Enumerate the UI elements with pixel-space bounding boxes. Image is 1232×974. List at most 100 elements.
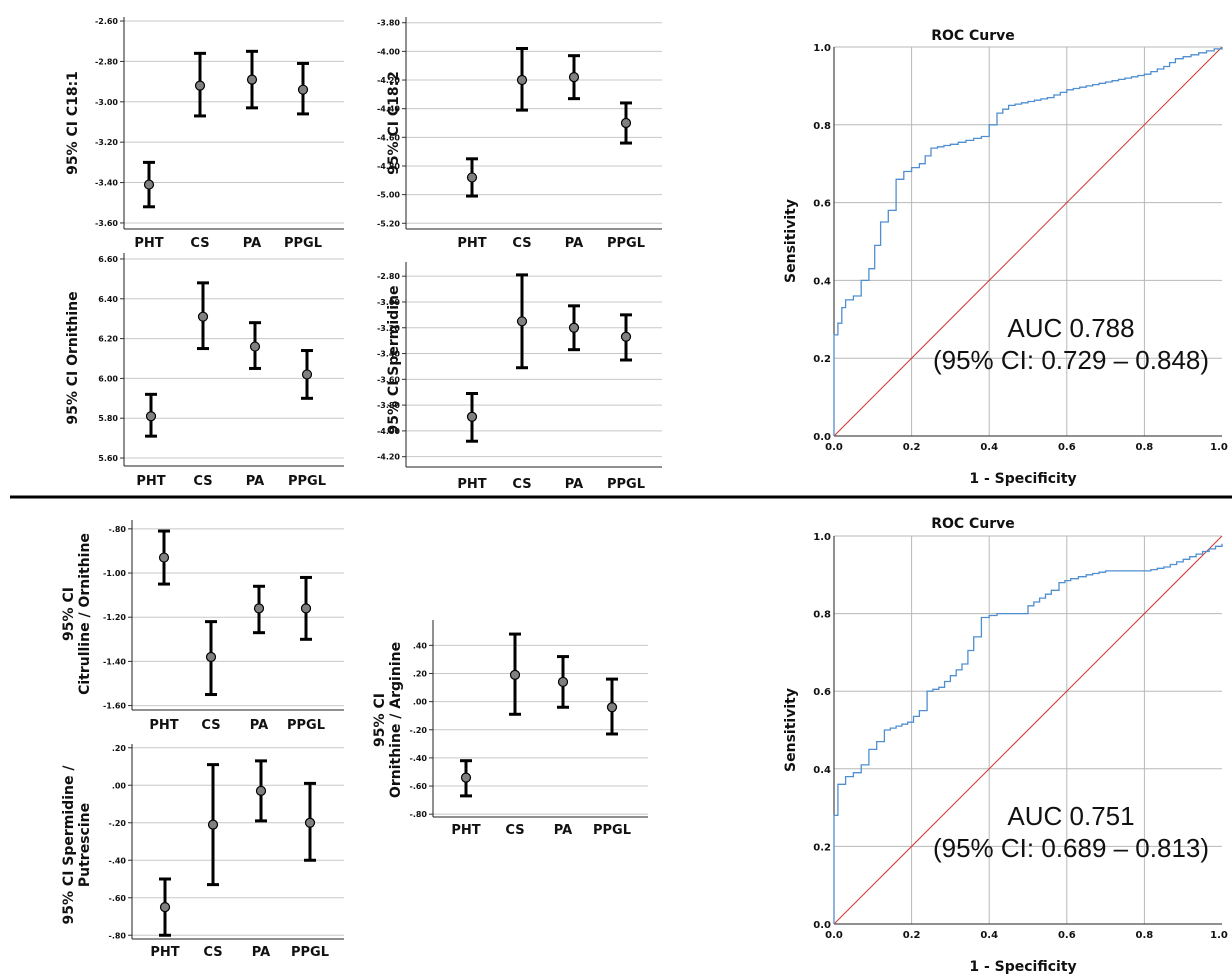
category-label: PHT — [134, 236, 163, 251]
category-label: PHT — [150, 945, 179, 960]
y-tick-label: -2.80 — [377, 272, 400, 281]
category-label: PPGL — [287, 718, 325, 733]
roc-title: ROC Curve — [931, 516, 1015, 532]
roc-y-tick-label: 0.0 — [813, 432, 831, 443]
reference-line — [833, 535, 1223, 925]
mean-point-ppgl — [620, 117, 632, 129]
category-label: PPGL — [607, 236, 645, 251]
mean-point-ppgl — [297, 84, 309, 95]
y-axis-label: 95% CI Spermidine — [386, 286, 402, 435]
y-tick-label: -3.20 — [377, 324, 400, 333]
category-label: CS — [505, 823, 524, 838]
roc-x-axis-label: 1 - Specificity — [969, 959, 1076, 974]
y-tick-label: .40 — [413, 641, 428, 650]
category-label: PHT — [149, 718, 178, 733]
y-tick-label: -4.00 — [377, 47, 400, 56]
errorbar-panel-3: 6.60 6.40 6.20 6.00 5.80 5.60 95% CI Ornithine… — [65, 253, 344, 489]
y-tick-label: -3.40 — [377, 350, 400, 359]
y-tick-label: -3.20 — [95, 138, 118, 147]
y-tick-label: -3.00 — [377, 298, 400, 307]
y-tick-label: .00 — [413, 698, 428, 707]
roc-curve — [833, 543, 1223, 924]
y-tick-label: -3.80 — [377, 401, 400, 410]
roc-title: ROC Curve — [931, 28, 1015, 44]
mean-point-pht — [159, 902, 171, 913]
roc-x-tick-label: 0.2 — [903, 442, 921, 453]
y-axis-label: 95% CI Spermidine / — [61, 765, 77, 925]
mean-point-ppgl — [304, 817, 316, 828]
auc-ci: (95% CI: 0.729 – 0.848) — [933, 345, 1209, 375]
category-label: PPGL — [607, 477, 645, 492]
mean-point-ppgl — [620, 331, 632, 342]
roc-x-tick-label: 0.6 — [1058, 930, 1076, 941]
y-tick-label: -1.20 — [103, 613, 126, 622]
errorbar-panel-6: .20 .00 -.20 -.40 -.60 -.80 95% CI Spermidine … — [61, 744, 344, 960]
errorbar-panel-4: -2.80 -3.00 -3.20 -3.40 -3.60 -3.80 -4.00 -4.20… — [377, 262, 662, 492]
auc-ci: (95% CI: 0.689 – 0.813) — [933, 833, 1209, 863]
y-tick-label: .00 — [112, 781, 127, 790]
roc-y-tick-label: 0.4 — [813, 276, 831, 287]
category-label: PA — [565, 477, 583, 492]
y-tick-label: -.40 — [109, 856, 127, 865]
y-tick-label: -.80 — [109, 525, 127, 534]
y-tick-label: -2.60 — [95, 17, 118, 26]
category-label: PHT — [136, 474, 165, 489]
mean-point-cs — [207, 819, 219, 830]
category-label: CS — [190, 236, 209, 251]
roc-x-tick-label: 0.8 — [1136, 442, 1154, 453]
y-tick-label: -.40 — [410, 754, 428, 763]
category-label: PPGL — [291, 945, 329, 960]
category-label: CS — [201, 718, 220, 733]
errorbar-panel-5: -.80 -1.00 -1.20 -1.40 -1.60 95% CI Citrulline… — [61, 520, 344, 733]
category-label: CS — [203, 945, 222, 960]
y-tick-label: -3.60 — [377, 375, 400, 384]
roc-curve — [833, 47, 1223, 436]
category-label: PA — [243, 236, 261, 251]
mean-point-pht — [466, 411, 478, 422]
y-tick-label: -3.40 — [95, 179, 118, 188]
y-tick-label: -4.40 — [377, 105, 400, 114]
mean-point-pht — [143, 179, 155, 190]
y-axis-label: 95% CI — [61, 587, 77, 641]
y-tick-label: -1.00 — [103, 569, 126, 578]
roc-y-tick-label: 0.6 — [813, 199, 831, 210]
mean-point-ppgl — [301, 369, 313, 380]
y-tick-label: 6.40 — [98, 295, 118, 304]
mean-point-pa — [568, 322, 580, 333]
category-label: PA — [565, 236, 583, 251]
roc-y-tick-label: 1.0 — [813, 532, 831, 543]
mean-point-pa — [249, 341, 261, 352]
mean-point-pa — [568, 72, 580, 83]
roc-panel-1: 0.00.0 0.2 0.2 0.4 0.4 0.6 0.6 0.8 0.8 1.0 1.0 ROC … — [783, 28, 1228, 487]
y-tick-label: 5.80 — [98, 414, 118, 423]
y-tick-label: 5.60 — [98, 454, 118, 463]
auc-value: AUC 0.751 — [1007, 801, 1134, 831]
category-label: PHT — [451, 823, 480, 838]
category-label: PA — [250, 718, 268, 733]
roc-x-tick-label: 1.0 — [1210, 442, 1228, 453]
mean-point-pa — [253, 603, 265, 614]
y-axis-label: Putrescine — [77, 803, 93, 887]
y-tick-label: .20 — [112, 744, 127, 753]
category-label: PPGL — [593, 823, 631, 838]
mean-point-pht — [145, 411, 157, 422]
y-tick-label: -1.60 — [103, 702, 126, 711]
roc-y-tick-label: 0.0 — [813, 920, 831, 931]
y-tick-label: .20 — [413, 669, 428, 678]
roc-x-tick-label: 0.0 — [825, 930, 843, 941]
roc-y-axis-label: Sensitivity — [783, 199, 799, 283]
roc-x-tick-label: 0.6 — [1058, 442, 1076, 453]
y-tick-label: 6.00 — [98, 374, 118, 383]
y-tick-label: -4.80 — [377, 162, 400, 171]
mean-point-cs — [516, 74, 528, 86]
roc-y-tick-label: 0.2 — [813, 354, 831, 365]
errorbar-panel-1: -2.60 -2.80 -3.00 -3.20 -3.40 -3.60 95% CI C18… — [65, 17, 344, 251]
mean-point-ppgl — [606, 702, 618, 713]
mean-point-pht — [460, 772, 472, 783]
roc-x-tick-label: 0.4 — [980, 442, 998, 453]
category-label: PHT — [457, 236, 486, 251]
y-tick-label: -4.60 — [377, 133, 400, 142]
y-tick-label: -.60 — [109, 894, 127, 903]
roc-y-tick-label: 0.6 — [813, 687, 831, 698]
